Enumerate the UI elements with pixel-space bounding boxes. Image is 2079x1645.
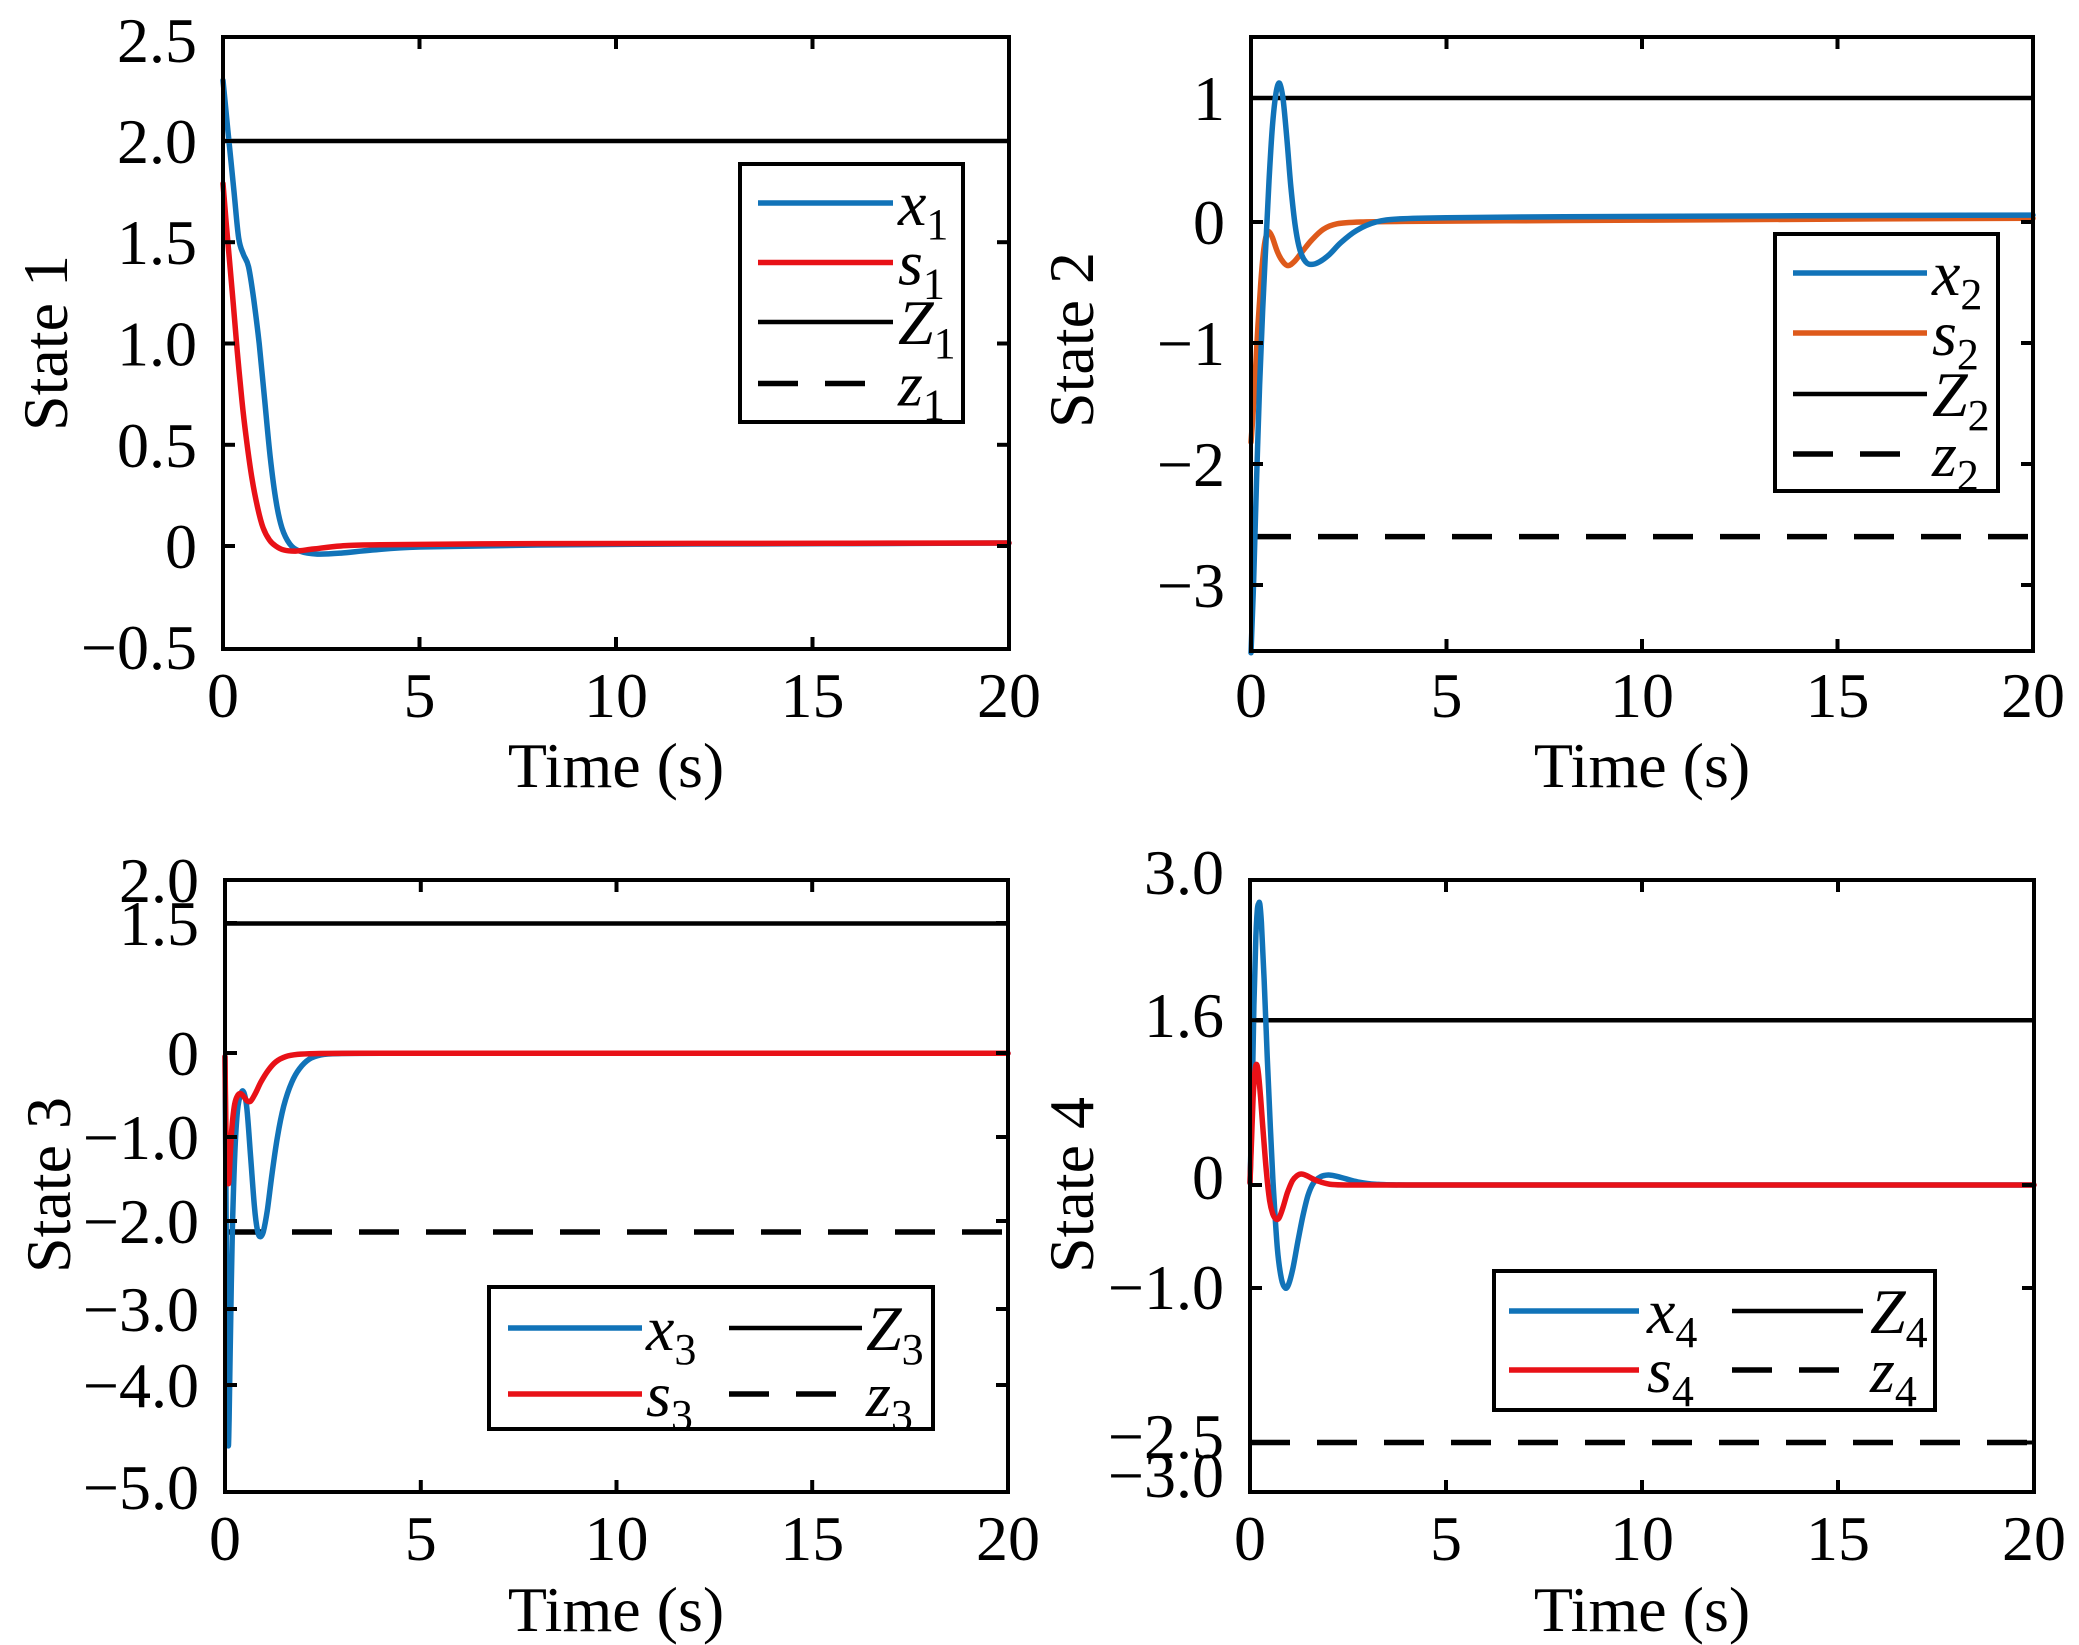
- svg-text:0: 0: [167, 1018, 199, 1089]
- svg-text:State 3: State 3: [13, 1097, 84, 1273]
- svg-text:−1.0: −1.0: [1108, 1252, 1224, 1323]
- svg-text:10: 10: [584, 660, 648, 731]
- svg-text:1: 1: [1193, 63, 1225, 134]
- svg-text:10: 10: [585, 1503, 649, 1574]
- svg-text:5: 5: [1431, 660, 1463, 731]
- svg-text:Time (s): Time (s): [1534, 730, 1750, 801]
- svg-text:0: 0: [165, 511, 197, 582]
- svg-text:−3: −3: [1157, 550, 1225, 621]
- svg-text:State 4: State 4: [1036, 1097, 1107, 1273]
- svg-text:5: 5: [404, 660, 436, 731]
- svg-text:0: 0: [1234, 1503, 1266, 1574]
- svg-text:0: 0: [209, 1503, 241, 1574]
- svg-text:Time (s): Time (s): [508, 1574, 724, 1645]
- svg-text:5: 5: [405, 1503, 437, 1574]
- svg-text:15: 15: [1806, 1503, 1870, 1574]
- svg-text:−3.0: −3.0: [1108, 1440, 1224, 1511]
- svg-text:Z4: Z4: [1870, 1276, 1928, 1357]
- svg-text:−5.0: −5.0: [83, 1452, 199, 1523]
- svg-text:−4.0: −4.0: [83, 1350, 199, 1421]
- svg-text:0: 0: [1192, 1142, 1224, 1213]
- svg-text:−2: −2: [1157, 429, 1225, 500]
- svg-text:Z3: Z3: [866, 1293, 924, 1374]
- svg-text:State 1: State 1: [10, 255, 81, 431]
- svg-text:State 2: State 2: [1036, 252, 1107, 428]
- svg-text:2.0: 2.0: [117, 106, 197, 177]
- svg-text:2.0: 2.0: [119, 845, 199, 916]
- svg-text:−1: −1: [1157, 308, 1225, 379]
- svg-text:15: 15: [780, 1503, 844, 1574]
- svg-text:1.6: 1.6: [1144, 980, 1224, 1051]
- svg-text:0: 0: [1235, 660, 1267, 731]
- svg-text:−3.0: −3.0: [83, 1274, 199, 1345]
- svg-text:20: 20: [2001, 660, 2065, 731]
- svg-text:Z2: Z2: [1932, 359, 1990, 440]
- svg-text:−1.0: −1.0: [83, 1102, 199, 1173]
- svg-text:Time (s): Time (s): [1534, 1574, 1750, 1645]
- svg-text:20: 20: [2002, 1503, 2066, 1574]
- svg-text:10: 10: [1610, 660, 1674, 731]
- svg-text:2.5: 2.5: [117, 5, 197, 76]
- svg-text:0.5: 0.5: [117, 410, 197, 481]
- svg-text:15: 15: [781, 660, 845, 731]
- svg-text:Time (s): Time (s): [508, 730, 724, 801]
- svg-text:−0.5: −0.5: [81, 612, 197, 683]
- svg-text:20: 20: [976, 1503, 1040, 1574]
- svg-text:5: 5: [1430, 1503, 1462, 1574]
- svg-text:−2.5: −2.5: [1108, 1401, 1224, 1472]
- svg-text:20: 20: [977, 660, 1041, 731]
- svg-text:3.0: 3.0: [1144, 837, 1224, 908]
- svg-text:10: 10: [1610, 1503, 1674, 1574]
- svg-text:−2.0: −2.0: [83, 1186, 199, 1257]
- svg-text:1.5: 1.5: [119, 888, 199, 959]
- svg-text:0: 0: [1193, 187, 1225, 258]
- svg-text:15: 15: [1806, 660, 1870, 731]
- svg-text:1.5: 1.5: [117, 207, 197, 278]
- svg-text:1.0: 1.0: [117, 309, 197, 380]
- svg-text:0: 0: [207, 660, 239, 731]
